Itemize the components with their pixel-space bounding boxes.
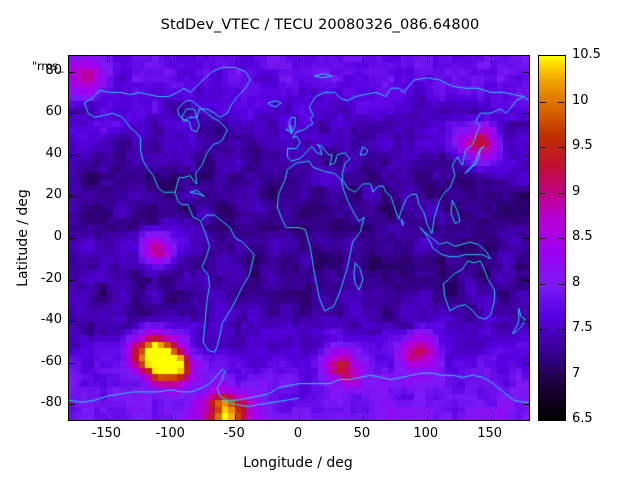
y-axis-tick-labels: 80 60 40 20 0 -20 -40 -60 -80 [16, 0, 62, 480]
y-tick-label: -20 [40, 270, 62, 286]
y-axis-tick [523, 279, 529, 281]
x-axis-tick [426, 56, 428, 62]
y-tick-label: 20 [45, 187, 62, 203]
y-tick-label: -60 [40, 353, 62, 369]
colorbar-tick [540, 283, 546, 285]
x-tick-label: 0 [293, 426, 303, 441]
y-axis-tick [69, 362, 75, 364]
y-axis-tick [523, 404, 529, 406]
chart-title: StdDev_VTEC / TECU 20080326_086.64800 [160, 17, 480, 33]
y-axis-tick [69, 154, 75, 156]
y-tick-label: 0 [53, 229, 62, 244]
y-axis-tick [523, 154, 529, 156]
colorbar-tick [540, 374, 546, 376]
colorbar-tick [558, 147, 564, 148]
y-axis-tick [523, 113, 529, 115]
x-axis-tick [490, 414, 492, 420]
x-axis-tick-labels: -150 -100 -50 0 50 100 150 [0, 426, 640, 446]
colorbar-tick [540, 192, 546, 194]
colorbar-tick [558, 374, 564, 376]
y-tick-label: -80 [40, 395, 62, 411]
y-axis-tick [523, 321, 529, 323]
x-tick-label: -50 [223, 426, 245, 441]
colorbar-tick [558, 329, 564, 330]
colorbar-tick [540, 147, 546, 148]
x-axis-tick [362, 56, 364, 62]
x-axis-tick [235, 414, 237, 420]
colorbar-tick-label: 9.5 [572, 138, 593, 153]
colorbar-tick-label: 7.5 [572, 320, 593, 335]
colorbar-tick [540, 329, 546, 330]
colorbar-tick-label: 7 [572, 365, 581, 381]
colorbar-tick-label: 8.5 [572, 229, 593, 244]
x-axis-tick [362, 414, 364, 420]
x-axis-tick [171, 56, 173, 62]
colorbar-tick [558, 192, 564, 194]
x-tick-label: -100 [155, 426, 185, 441]
colorbar-frame [538, 55, 566, 421]
y-axis-tick [69, 321, 75, 323]
x-tick-label: -150 [91, 426, 122, 441]
y-axis-tick [523, 238, 529, 239]
colorbar-tick [540, 238, 546, 239]
colorbar-tick-label: 9 [572, 183, 581, 199]
x-axis-tick [426, 414, 428, 420]
x-axis-tick [299, 56, 300, 62]
y-tick-label: 80 [45, 62, 62, 78]
y-axis-tick [69, 113, 75, 115]
x-axis-tick [490, 56, 492, 62]
colorbar[interactable] [538, 55, 566, 421]
rms-artifact-label: "rms_ [32, 59, 64, 73]
y-axis-tick [69, 404, 75, 406]
y-axis-tick [69, 238, 75, 239]
colorbar-tick [558, 101, 564, 103]
colorbar-tick [558, 283, 564, 285]
x-axis-tick [235, 56, 237, 62]
x-axis-tick [299, 414, 300, 420]
x-tick-label: 50 [353, 426, 371, 441]
x-axis-title: Longitude / deg [243, 455, 353, 471]
colorbar-tick-label: 10.5 [572, 47, 601, 62]
y-tick-label: 60 [45, 104, 62, 120]
vtec-stddev-heatmap [69, 56, 529, 420]
x-tick-label: 100 [413, 426, 439, 441]
colorbar-tick-labels: 6.5 7 7.5 8 8.5 9 9.5 10 10.5 [572, 0, 636, 480]
y-axis-tick [523, 196, 529, 198]
x-tick-label: 150 [477, 426, 503, 441]
y-tick-label: 40 [45, 145, 62, 161]
y-tick-label: -40 [40, 312, 62, 328]
y-axis-title: Latitude / deg [15, 189, 31, 287]
x-axis-tick [171, 414, 173, 420]
x-axis-tick [107, 414, 109, 420]
map-plot-area[interactable] [68, 55, 530, 421]
y-axis-tick [523, 362, 529, 364]
x-axis-tick [107, 56, 109, 62]
y-axis-tick [69, 196, 75, 198]
colorbar-tick-label: 8 [572, 274, 581, 290]
colorbar-tick-label: 6.5 [572, 411, 593, 426]
y-axis-tick [523, 71, 529, 73]
colorbar-tick [540, 101, 546, 103]
colorbar-tick [558, 238, 564, 239]
y-axis-tick [69, 71, 75, 73]
colorbar-tick-label: 10 [572, 92, 589, 108]
y-axis-tick [69, 279, 75, 281]
